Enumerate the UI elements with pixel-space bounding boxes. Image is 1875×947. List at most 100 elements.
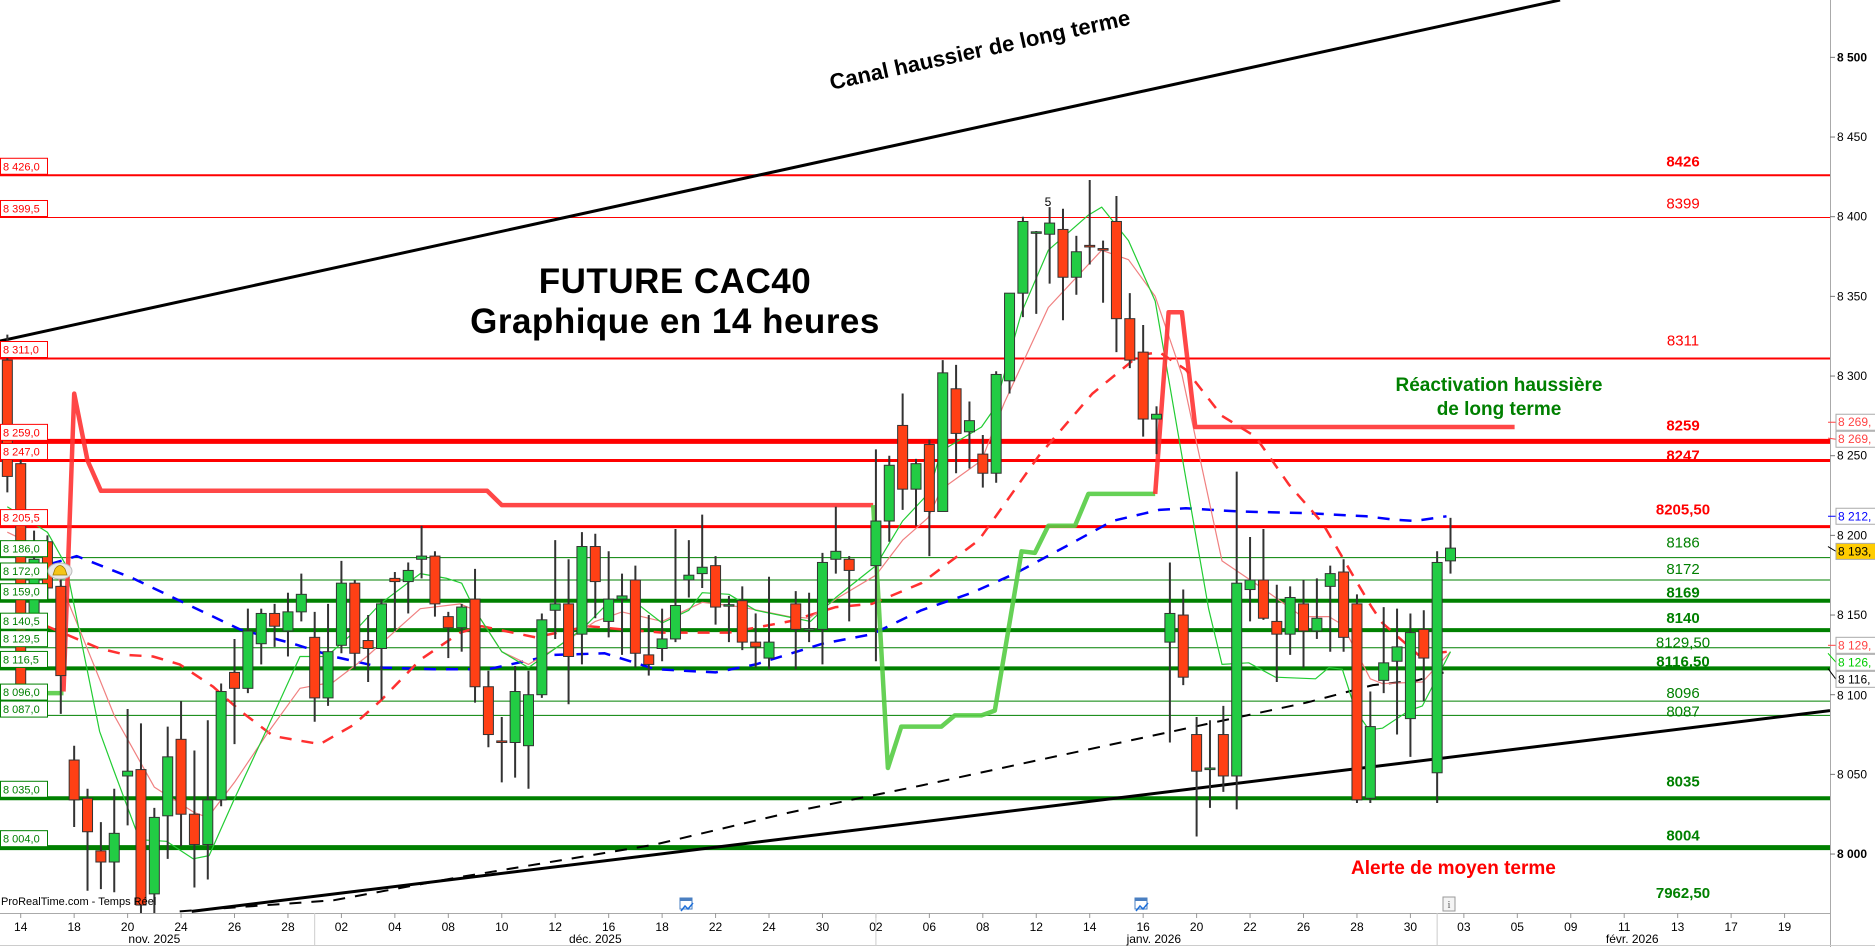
- x-tick-label: 12: [549, 920, 563, 934]
- candle-body-up: [376, 603, 388, 650]
- candle: [1044, 207, 1056, 284]
- candle: [148, 807, 160, 913]
- candle: [496, 717, 508, 783]
- candle-body-down: [563, 603, 575, 657]
- candle-body-down: [843, 558, 855, 571]
- y-axis[interactable]: 8 500 8 450 8 400 8 350 8 300 8 250 8 200 8 150…: [1830, 0, 1867, 947]
- candle: [536, 613, 548, 698]
- candle: [389, 572, 401, 631]
- candle: [763, 576, 775, 670]
- candle: [1217, 705, 1229, 792]
- level-right-label: 7962,50: [1656, 885, 1710, 902]
- y-tick-label: 8 250: [1837, 449, 1867, 463]
- level-label-box: [0, 700, 48, 718]
- price-tag-tick: [1827, 668, 1837, 680]
- info-icon[interactable]: i: [1442, 896, 1456, 912]
- price-tag-label: 8 193,: [1838, 544, 1871, 558]
- candle: [429, 551, 441, 617]
- right-level-labels: 8426 8399 8311 8259 8247 8205,50 8186 8172 8169 8…: [1656, 153, 1710, 902]
- candle: [1004, 292, 1016, 394]
- price-tag-box: [1835, 430, 1875, 448]
- candle: [309, 611, 321, 722]
- candle-body-up: [1244, 579, 1256, 591]
- candle: [563, 559, 575, 705]
- candle: [255, 608, 267, 665]
- x-tick-label: 09: [1564, 920, 1578, 934]
- level-right-label: 8247: [1666, 447, 1699, 464]
- trend-stop-line: [61, 391, 874, 692]
- x-tick-label: 14: [14, 920, 28, 934]
- price-tag-tick: [1827, 437, 1837, 440]
- x-tick-label: 05: [1511, 920, 1525, 934]
- candle: [816, 552, 828, 665]
- level-label-box: [0, 650, 48, 668]
- candle-body-up: [1004, 292, 1016, 382]
- candle-body-down: [629, 579, 641, 654]
- price-tag-tick: [1827, 652, 1837, 663]
- candle: [1378, 607, 1390, 694]
- level-label-box: [0, 540, 48, 558]
- candle: [750, 613, 762, 668]
- level-right-label: 8205,50: [1656, 502, 1710, 519]
- candle-body-up: [1324, 573, 1336, 587]
- candle-body-down: [923, 444, 935, 512]
- candle: [1311, 578, 1323, 639]
- candle-body-down: [977, 453, 989, 474]
- price-tag-box: [1835, 653, 1875, 671]
- x-tick-label: 22: [1243, 920, 1257, 934]
- candle-body-up: [669, 604, 681, 640]
- candle: [629, 565, 641, 668]
- calendar-event-icon[interactable]: [1134, 897, 1149, 912]
- moving-average-line: [46, 350, 1448, 746]
- price-tag-box: [1835, 670, 1875, 688]
- level-left-label: 8 140,5: [3, 616, 40, 628]
- candle: [95, 822, 107, 890]
- reactivation-annotation-line2: de long terme: [1436, 399, 1562, 420]
- level-right-label: 8172: [1666, 561, 1699, 578]
- channel-trendline: [0, 0, 1561, 343]
- trend-stop-line: [870, 491, 1156, 771]
- candle-body-up: [1445, 547, 1457, 562]
- calendar-event-icon[interactable]: [679, 897, 694, 912]
- y-tick-label: 8 200: [1837, 528, 1867, 542]
- candle: [68, 745, 80, 827]
- y-tick-label: 8 150: [1837, 608, 1867, 622]
- candle: [1204, 720, 1216, 808]
- candle: [1151, 406, 1163, 455]
- x-tick-label: 26: [228, 920, 242, 934]
- candle-body-down: [1418, 628, 1430, 659]
- bell-icon[interactable]: [47, 562, 73, 580]
- level-right-label: 8087: [1666, 703, 1699, 720]
- month-label: déc. 2025: [569, 932, 622, 946]
- candle-body-up: [1391, 646, 1403, 662]
- level-label-box: [0, 683, 48, 701]
- x-tick-label: 10: [495, 920, 509, 934]
- level-label-box: [0, 157, 48, 175]
- level-left-label: 8 259,0: [3, 427, 40, 439]
- level-label-box: [0, 630, 48, 648]
- x-axis[interactable]: 14 18 20 24 26 28 02 04 08 10 12 16 18 22 24 30 02 06 08 12…: [0, 913, 1875, 946]
- candle: [937, 360, 949, 512]
- candle-body-down: [135, 769, 147, 906]
- candle-body-down: [1338, 571, 1350, 638]
- level-label-box: [0, 199, 48, 217]
- x-tick-label: 03: [1457, 920, 1471, 934]
- level-left-label: 8 087,0: [3, 704, 40, 716]
- candle: [1057, 208, 1069, 321]
- level-left-label: 8 426,0: [3, 161, 40, 173]
- candle: [830, 506, 842, 574]
- level-right-label: 8186: [1666, 535, 1699, 552]
- candle-body-down: [95, 850, 107, 863]
- trend-stop-line: [1152, 310, 1515, 495]
- candle-body-up: [910, 463, 922, 490]
- candle: [1110, 195, 1122, 353]
- x-tick-label: 04: [388, 920, 402, 934]
- candle-body-down: [362, 640, 374, 650]
- candle: [1191, 717, 1203, 837]
- x-tick-label: 24: [174, 920, 188, 934]
- level-left-label: 8 129,5: [3, 634, 40, 646]
- candle-body-up: [1164, 612, 1176, 643]
- bar-marker-label: 5: [1045, 195, 1052, 209]
- candle-body-down: [1, 359, 13, 477]
- candle-body-down: [309, 636, 321, 699]
